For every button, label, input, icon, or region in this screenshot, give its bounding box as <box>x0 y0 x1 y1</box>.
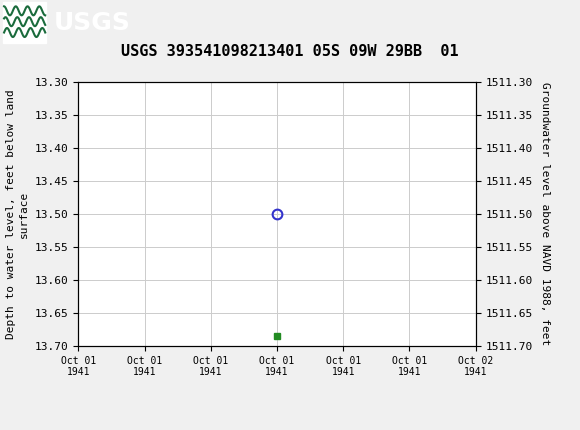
Legend: Period of approved data: Period of approved data <box>167 428 387 430</box>
Y-axis label: Depth to water level, feet below land
surface: Depth to water level, feet below land su… <box>6 89 29 339</box>
Text: USGS: USGS <box>53 11 130 34</box>
FancyBboxPatch shape <box>3 2 46 43</box>
Y-axis label: Groundwater level above NAVD 1988, feet: Groundwater level above NAVD 1988, feet <box>539 82 549 346</box>
Text: USGS 393541098213401 05S 09W 29BB  01: USGS 393541098213401 05S 09W 29BB 01 <box>121 44 459 59</box>
